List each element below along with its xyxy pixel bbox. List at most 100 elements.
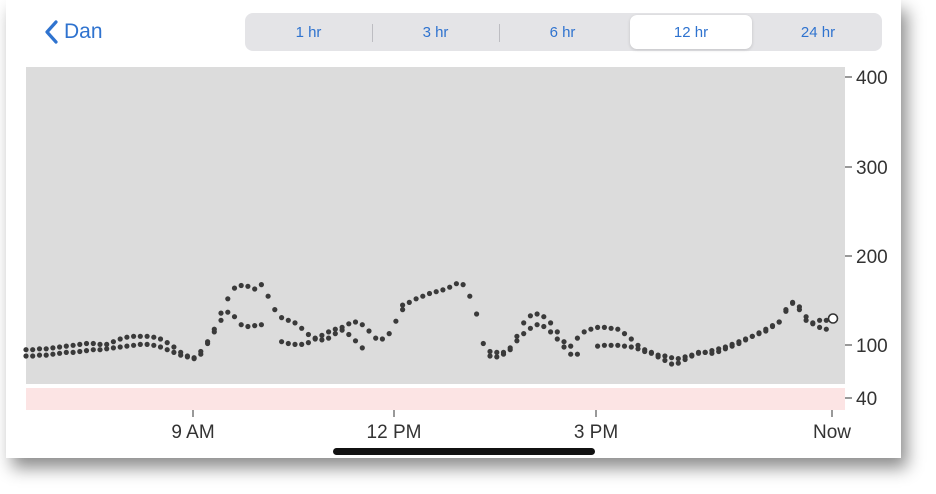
data-point (494, 349, 500, 355)
data-point (104, 346, 110, 352)
data-point (595, 324, 601, 330)
data-point (494, 354, 500, 360)
data-point (184, 353, 190, 359)
data-point (77, 341, 83, 347)
data-point (628, 336, 634, 342)
data-point (521, 331, 527, 337)
data-point (514, 333, 520, 339)
data-point (568, 343, 574, 349)
tab-3hr[interactable]: 3 hr (422, 23, 449, 41)
tab-24hr[interactable]: 24 hr (800, 23, 836, 41)
data-point (433, 289, 439, 295)
data-point (527, 313, 534, 319)
data-point (50, 345, 56, 351)
data-point (756, 331, 762, 337)
tab-12hr[interactable]: 12 hr (630, 15, 752, 49)
y-tick-label: 300 (856, 158, 888, 179)
data-point (352, 338, 359, 344)
data-point (104, 341, 110, 347)
data-point (265, 293, 271, 299)
data-point (568, 351, 574, 357)
data-point (225, 296, 231, 302)
chevron-left-icon (45, 20, 58, 44)
tab-1hr[interactable]: 1 hr (295, 23, 322, 41)
data-point (245, 283, 251, 289)
data-point (157, 344, 164, 350)
data-point (238, 322, 244, 328)
data-point (743, 337, 749, 343)
data-point (675, 356, 681, 362)
data-point (137, 333, 143, 339)
data-point (521, 320, 527, 326)
data-point (43, 352, 49, 358)
data-point (285, 340, 291, 347)
data-point (252, 286, 258, 292)
tab-6hr[interactable]: 6 hr (549, 23, 576, 41)
data-point (326, 329, 332, 335)
data-point (662, 353, 668, 359)
data-point (595, 343, 601, 349)
data-point (70, 349, 76, 355)
data-point (534, 322, 540, 328)
data-point (447, 284, 453, 290)
data-point (359, 322, 365, 328)
data-point (628, 344, 634, 350)
data-point (124, 343, 130, 349)
data-point (218, 310, 224, 316)
data-point (467, 293, 473, 299)
back-button[interactable]: Dan (44, 16, 103, 48)
y-tick-label: 40 (856, 389, 877, 410)
data-point (171, 344, 177, 350)
data-point (258, 282, 264, 288)
data-point (131, 342, 137, 348)
data-point (50, 351, 56, 357)
y-tick-label: 400 (856, 68, 888, 89)
data-point (110, 339, 116, 345)
data-point (211, 326, 217, 332)
data-point (635, 342, 641, 348)
data-point (554, 329, 560, 335)
data-point (729, 343, 735, 349)
data-point (453, 281, 459, 287)
data-point (776, 319, 782, 325)
data-point (554, 336, 560, 342)
data-point (474, 311, 480, 317)
data-point (601, 342, 608, 348)
data-point (305, 331, 311, 338)
data-point (305, 340, 311, 346)
data-point (346, 321, 352, 327)
data-point (238, 282, 244, 289)
data-point (90, 340, 96, 347)
x-tick-label: 3 PM (574, 422, 618, 443)
data-point (292, 320, 298, 326)
data-point (171, 349, 177, 355)
data-point (312, 335, 318, 341)
data-point (655, 354, 661, 360)
data-point (332, 326, 338, 332)
data-point (339, 324, 345, 330)
data-point (231, 314, 238, 320)
data-point (137, 341, 143, 347)
data-point (326, 335, 332, 341)
data-point (561, 344, 567, 350)
data-point (63, 349, 69, 355)
back-label: Dan (64, 20, 103, 43)
data-point (487, 353, 493, 359)
data-point (90, 347, 96, 353)
data-point (299, 325, 305, 331)
data-point (151, 334, 157, 340)
data-point (413, 296, 419, 302)
data-point (30, 347, 36, 353)
data-point (258, 322, 264, 328)
data-point (440, 287, 446, 293)
current-reading-marker (827, 313, 839, 324)
data-point (346, 331, 352, 338)
data-point (642, 347, 648, 353)
data-point (178, 349, 184, 355)
data-point (716, 348, 722, 355)
data-point (63, 343, 69, 349)
data-point (507, 345, 513, 351)
data-point (675, 360, 681, 366)
data-point (534, 311, 540, 317)
